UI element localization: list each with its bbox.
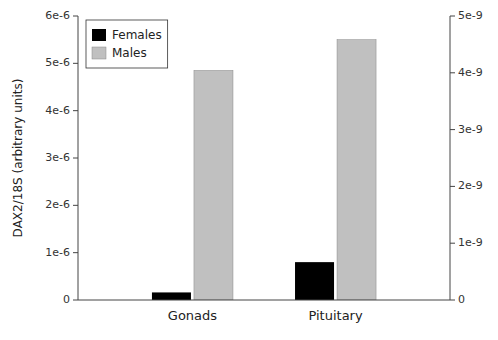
- y2-tick: [450, 129, 455, 130]
- y2-tick-label: 1e-9: [458, 236, 483, 249]
- y2-tick: [450, 186, 455, 187]
- y-tick-label: 2e-6: [45, 198, 70, 211]
- y-tick: [73, 16, 78, 17]
- y2-tick-label: 4e-9: [458, 66, 483, 79]
- y2-tick: [450, 16, 455, 17]
- y-axis-label: DAX2/18S (arbitrary units): [11, 79, 25, 238]
- y-tick: [73, 252, 78, 253]
- bar: [194, 70, 233, 300]
- bars: [152, 40, 376, 300]
- y-tick-label: 6e-6: [45, 9, 70, 22]
- y-tick-label: 3e-6: [45, 151, 70, 164]
- x-tick-label: Pituitary: [308, 308, 363, 323]
- y-tick: [73, 300, 78, 301]
- y-tick: [73, 205, 78, 206]
- y-tick-label: 5e-6: [45, 56, 70, 69]
- y2-tick-label: 3e-9: [458, 123, 483, 136]
- x-tick-label: Gonads: [168, 308, 217, 323]
- x-axis-line: [78, 300, 450, 301]
- legend-frame: [86, 20, 168, 68]
- y-tick-label: 1e-6: [45, 246, 70, 259]
- y-tick: [73, 158, 78, 159]
- y2-tick: [450, 72, 455, 73]
- chart-svg: 0 1e-6 2e-6 3e-6 4e-6 5e-6 6e-6 0 1e-9 2e-9 3e-9 4e…: [0, 0, 498, 340]
- y2-axis-line: [450, 16, 451, 300]
- y2-tick: [450, 300, 455, 301]
- y2-tick-label: 2e-9: [458, 179, 483, 192]
- y-tick: [73, 110, 78, 111]
- bar: [337, 40, 376, 300]
- y2-tick-label: 0: [458, 293, 465, 306]
- legend-swatch: [92, 29, 106, 41]
- legend-swatch: [92, 47, 106, 59]
- y2-tick: [450, 243, 455, 244]
- legend-label: Females: [112, 28, 162, 42]
- legend-label: Males: [112, 46, 147, 60]
- y2-tick-label: 5e-9: [458, 9, 483, 22]
- chart-container: 0 1e-6 2e-6 3e-6 4e-6 5e-6 6e-6 0 1e-9 2e-9 3e-9 4e…: [0, 0, 498, 340]
- y-tick-label: 0: [63, 293, 70, 306]
- y-tick: [73, 63, 78, 64]
- legend: Females Males: [86, 20, 168, 68]
- bar: [152, 292, 191, 300]
- bar: [295, 262, 334, 300]
- y-tick-label: 4e-6: [45, 104, 70, 117]
